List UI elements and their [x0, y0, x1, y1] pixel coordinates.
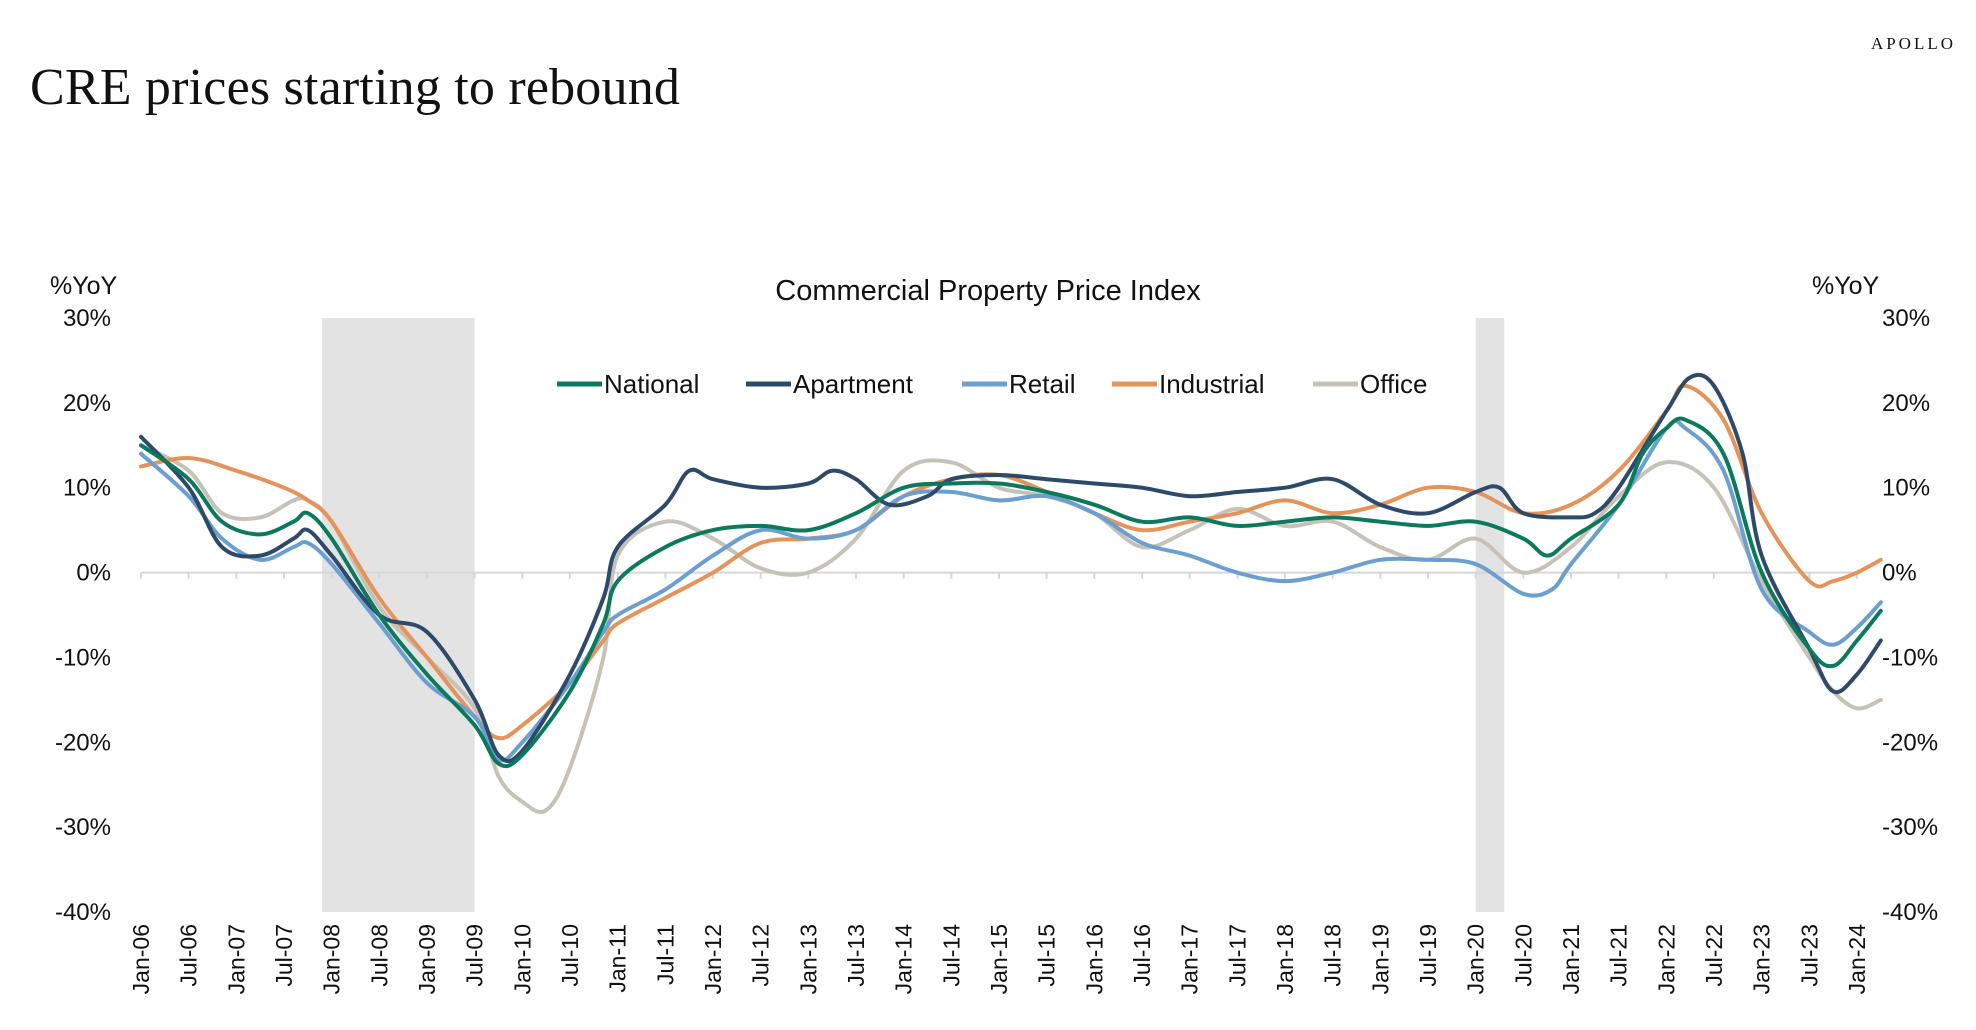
x-tick-label: Jul-21 [1606, 924, 1632, 987]
x-tick-label: Jul-18 [1320, 924, 1346, 987]
x-tick-label: Jan-22 [1653, 924, 1679, 994]
x-tick-label: Jul-20 [1510, 924, 1536, 987]
legend-label: Apartment [793, 369, 914, 399]
x-tick-label: Jul-07 [271, 924, 297, 987]
x-tick-label: Jul-06 [176, 924, 202, 987]
y-tick-label-left: 10% [63, 475, 111, 502]
recession-shading [322, 318, 1505, 912]
series-lines [139, 372, 1883, 815]
series-line-apartment [139, 372, 1883, 764]
y-tick-label-right: -40% [1882, 899, 1938, 926]
x-tick-label: Jul-09 [462, 924, 488, 987]
y-tick-label-right: -20% [1882, 729, 1938, 756]
x-tick-label: Jan-14 [891, 924, 917, 995]
y-tick-label-left: 0% [76, 560, 111, 587]
x-tick-label: Jul-19 [1415, 924, 1441, 987]
y-tick-label-left: -20% [55, 729, 111, 756]
x-tick-label: Jul-12 [748, 924, 774, 987]
brand-logo: APOLLO [1870, 34, 1956, 53]
x-tick-label: Jan-11 [605, 924, 631, 993]
x-tick-label: Jan-24 [1844, 924, 1870, 995]
x-tick-label: Jan-20 [1463, 924, 1489, 994]
legend-label: Office [1360, 369, 1427, 399]
x-tick-label: Jan-12 [700, 924, 726, 994]
series-line-national [139, 416, 1883, 769]
x-tick-label: Jul-17 [1224, 924, 1250, 987]
chart-title: Commercial Property Price Index [775, 275, 1201, 307]
y-tick-label-left: -30% [55, 814, 111, 841]
page-title: CRE prices starting to rebound [30, 59, 681, 116]
x-tick-label: Jan-21 [1558, 924, 1584, 994]
y-tick-label-left: 20% [63, 390, 111, 417]
x-tick-label: Jul-08 [366, 924, 392, 987]
y-tick-label-left: 30% [63, 305, 111, 332]
y-tick-label-left: -40% [55, 899, 111, 926]
recession-band [1475, 318, 1505, 912]
x-tick-label: Jan-16 [1081, 924, 1107, 994]
x-tick-label: Jan-13 [795, 924, 821, 994]
x-tick-label: Jan-18 [1272, 924, 1298, 994]
y-axis-label-left: %YoY [50, 272, 118, 300]
x-tick-label: Jul-14 [938, 924, 964, 987]
y-tick-label-right: -30% [1882, 814, 1938, 841]
y-axis-label-right: %YoY [1812, 272, 1880, 300]
x-tick-label: Jul-15 [1034, 924, 1060, 987]
y-tick-label-left: -10% [55, 644, 111, 671]
recession-band [322, 318, 475, 912]
x-tick-label: Jan-07 [223, 924, 249, 994]
legend-label: Retail [1009, 369, 1075, 399]
chart-legend: National Apartment Retail Industrial Office [557, 369, 1427, 399]
y-tick-label-right: 20% [1882, 390, 1930, 417]
x-tick-label: Jul-16 [1129, 924, 1155, 987]
x-tick-label: Jan-15 [986, 924, 1012, 994]
chart-axes: Jan-06 Jul-06 Jan-07 Jul-07 Jan-08 Jul-08 Jan-… [55, 305, 1938, 994]
x-tick-label: Jan-19 [1367, 924, 1393, 994]
x-tick-label: Jan-23 [1749, 924, 1775, 994]
legend-label: Industrial [1159, 369, 1265, 399]
y-tick-label-right: -10% [1882, 644, 1938, 671]
x-tick-label: Jan-10 [509, 924, 535, 994]
x-tick-label: Jul-23 [1796, 924, 1822, 987]
x-tick-label: Jan-17 [1177, 924, 1203, 994]
x-tick-label: Jan-08 [319, 924, 345, 994]
x-tick-label: Jul-10 [557, 924, 583, 987]
x-tick-label: Jan-09 [414, 924, 440, 994]
legend-label: National [604, 369, 699, 399]
y-tick-label-right: 10% [1882, 475, 1930, 502]
x-tick-label: Jul-22 [1701, 924, 1727, 987]
x-tick-label: Jul-11 [652, 924, 678, 985]
x-tick-label: Jul-13 [843, 924, 869, 987]
y-tick-label-right: 0% [1882, 560, 1917, 587]
y-tick-label-right: 30% [1882, 305, 1930, 332]
x-tick-label: Jan-06 [128, 924, 154, 994]
